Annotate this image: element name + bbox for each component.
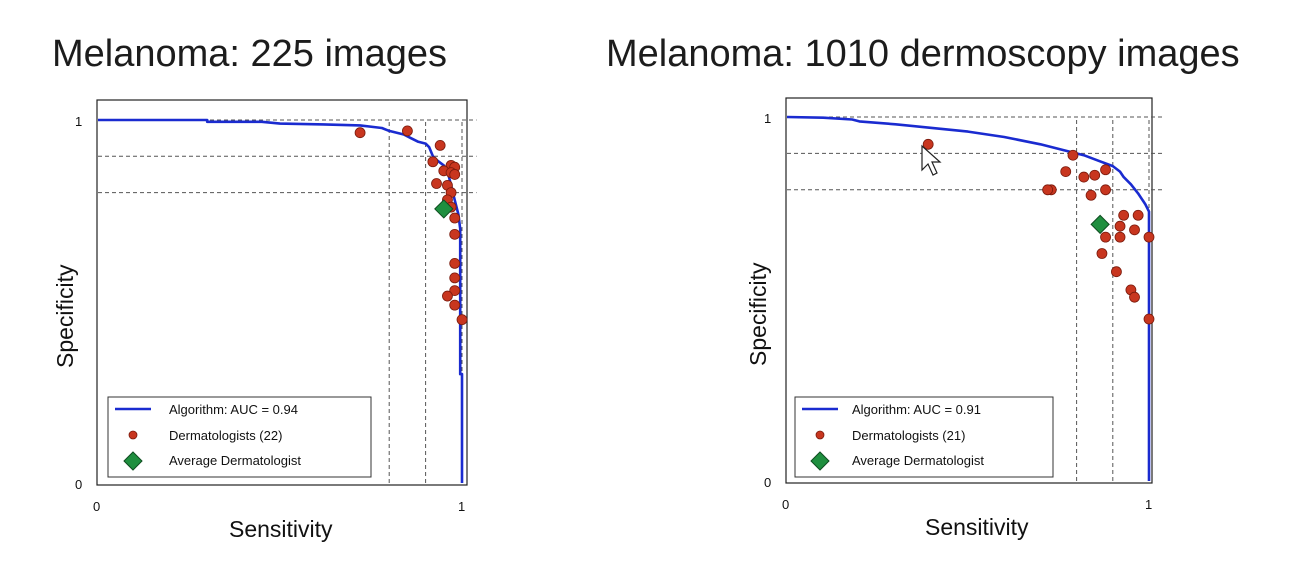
panel-2-frame xyxy=(785,97,1153,484)
panel-1-ytick-0: 0 xyxy=(75,477,82,492)
panel-2-legend-dermatologists: Dermatologists (21) xyxy=(852,428,965,443)
panel-1-title: Melanoma: 225 images xyxy=(52,33,447,75)
panel-2-legend-diamond-swatch xyxy=(810,451,830,471)
dermatologist-point-9 xyxy=(431,178,442,189)
dermatologist-point-17 xyxy=(1096,248,1108,259)
dermatologist-point-1 xyxy=(1067,149,1079,161)
panel-2-legend-dot-swatch xyxy=(815,430,825,440)
panel-1-average-marker xyxy=(434,199,454,219)
dermatologist-point-8 xyxy=(1085,189,1097,201)
dermatologist-point-17 xyxy=(449,272,461,284)
dermatologist-point-10 xyxy=(1118,209,1130,221)
panel-1-xtick-0: 0 xyxy=(93,499,100,514)
panel-1-legend-box xyxy=(107,396,372,478)
average-dermatologist-marker xyxy=(1090,214,1110,235)
panel-2-legend: Algorithm: AUC = 0.91 Dermatologists (21… xyxy=(794,396,1054,478)
dermatologist-point-3 xyxy=(427,156,439,168)
dermatologist-point-12 xyxy=(1114,220,1126,232)
panel-2-x-axis-label: Sensitivity xyxy=(925,514,1029,540)
panel-1-ytick-1: 1 xyxy=(75,114,82,129)
dermatologist-point-21 xyxy=(456,314,468,326)
dermatologist-point-21 xyxy=(1143,313,1155,325)
panel-1-reference-lines xyxy=(98,119,477,483)
panel-1-frame xyxy=(96,99,468,486)
dermatologist-point-15 xyxy=(1114,231,1126,243)
panel-2-ytick-0: 0 xyxy=(764,475,771,490)
mouse-cursor-icon xyxy=(921,144,942,176)
dermatologist-point-16 xyxy=(1143,231,1155,243)
dermatologist-point-14 xyxy=(449,212,461,224)
panel-1-xtick-1: 1 xyxy=(458,499,465,514)
panel-2-legend-algorithm: Algorithm: AUC = 0.91 xyxy=(852,402,981,417)
average-dermatologist-marker xyxy=(434,199,454,219)
panel-2-dermatologist-points xyxy=(922,138,1155,325)
dermatologist-point-2 xyxy=(434,140,446,151)
dermatologist-point-15 xyxy=(449,228,461,240)
dermatologist-point-13 xyxy=(1129,224,1140,236)
panel-1-legend-average: Average Dermatologist xyxy=(169,453,301,468)
panel-2-xtick-0: 0 xyxy=(782,497,789,512)
dermatologist-point-14 xyxy=(1100,231,1111,243)
dermatologist-point-0 xyxy=(354,127,366,139)
panel-2-legend-box xyxy=(794,396,1054,478)
dermatologist-point-4 xyxy=(1089,169,1101,181)
panel-1-dermatologist-points xyxy=(354,125,468,326)
panel-1-legend: Algorithm: AUC = 0.94 Dermatologists (22… xyxy=(107,396,372,478)
dermatologist-point-5 xyxy=(1100,164,1111,176)
panel-1: Melanoma: 225 images 1 0 0 1 Sensitivity… xyxy=(52,33,477,542)
dermatologist-point-7 xyxy=(1042,184,1054,196)
dermatologist-point-20 xyxy=(1129,291,1140,303)
dermatologist-point-11 xyxy=(1132,209,1144,221)
dermatologist-point-2 xyxy=(1060,166,1072,178)
dermatologist-point-0 xyxy=(922,138,934,150)
dermatologist-point-9 xyxy=(1100,184,1111,196)
panel-2-ytick-1: 1 xyxy=(764,111,771,126)
dermatologist-point-3 xyxy=(1078,171,1090,183)
dermatologist-point-18 xyxy=(449,285,461,297)
panel-1-legend-diamond-swatch xyxy=(123,451,143,471)
panel-2-xtick-1: 1 xyxy=(1145,497,1152,512)
dermatologist-point-16 xyxy=(449,257,461,269)
panel-2-title: Melanoma: 1010 dermoscopy images xyxy=(606,33,1240,75)
panel-1-legend-dot-swatch xyxy=(128,430,138,440)
dermatologist-point-20 xyxy=(449,299,461,311)
panel-1-legend-algorithm: Algorithm: AUC = 0.94 xyxy=(169,402,298,417)
panel-2-average-marker xyxy=(1090,214,1110,235)
panel-1-legend-dermatologists: Dermatologists (22) xyxy=(169,428,282,443)
panel-2-y-axis-label: Specificity xyxy=(745,262,771,366)
panel-2-legend-average: Average Dermatologist xyxy=(852,453,984,468)
dermatologist-point-8 xyxy=(449,169,461,180)
dermatologist-point-1 xyxy=(401,125,413,137)
panel-1-x-axis-label: Sensitivity xyxy=(229,516,333,542)
panel-2: Melanoma: 1010 dermoscopy images 1 0 0 1… xyxy=(606,33,1240,540)
dermatologist-point-18 xyxy=(1111,266,1122,278)
panel-1-y-axis-label: Specificity xyxy=(52,264,78,368)
dermatologist-point-19 xyxy=(442,290,453,302)
